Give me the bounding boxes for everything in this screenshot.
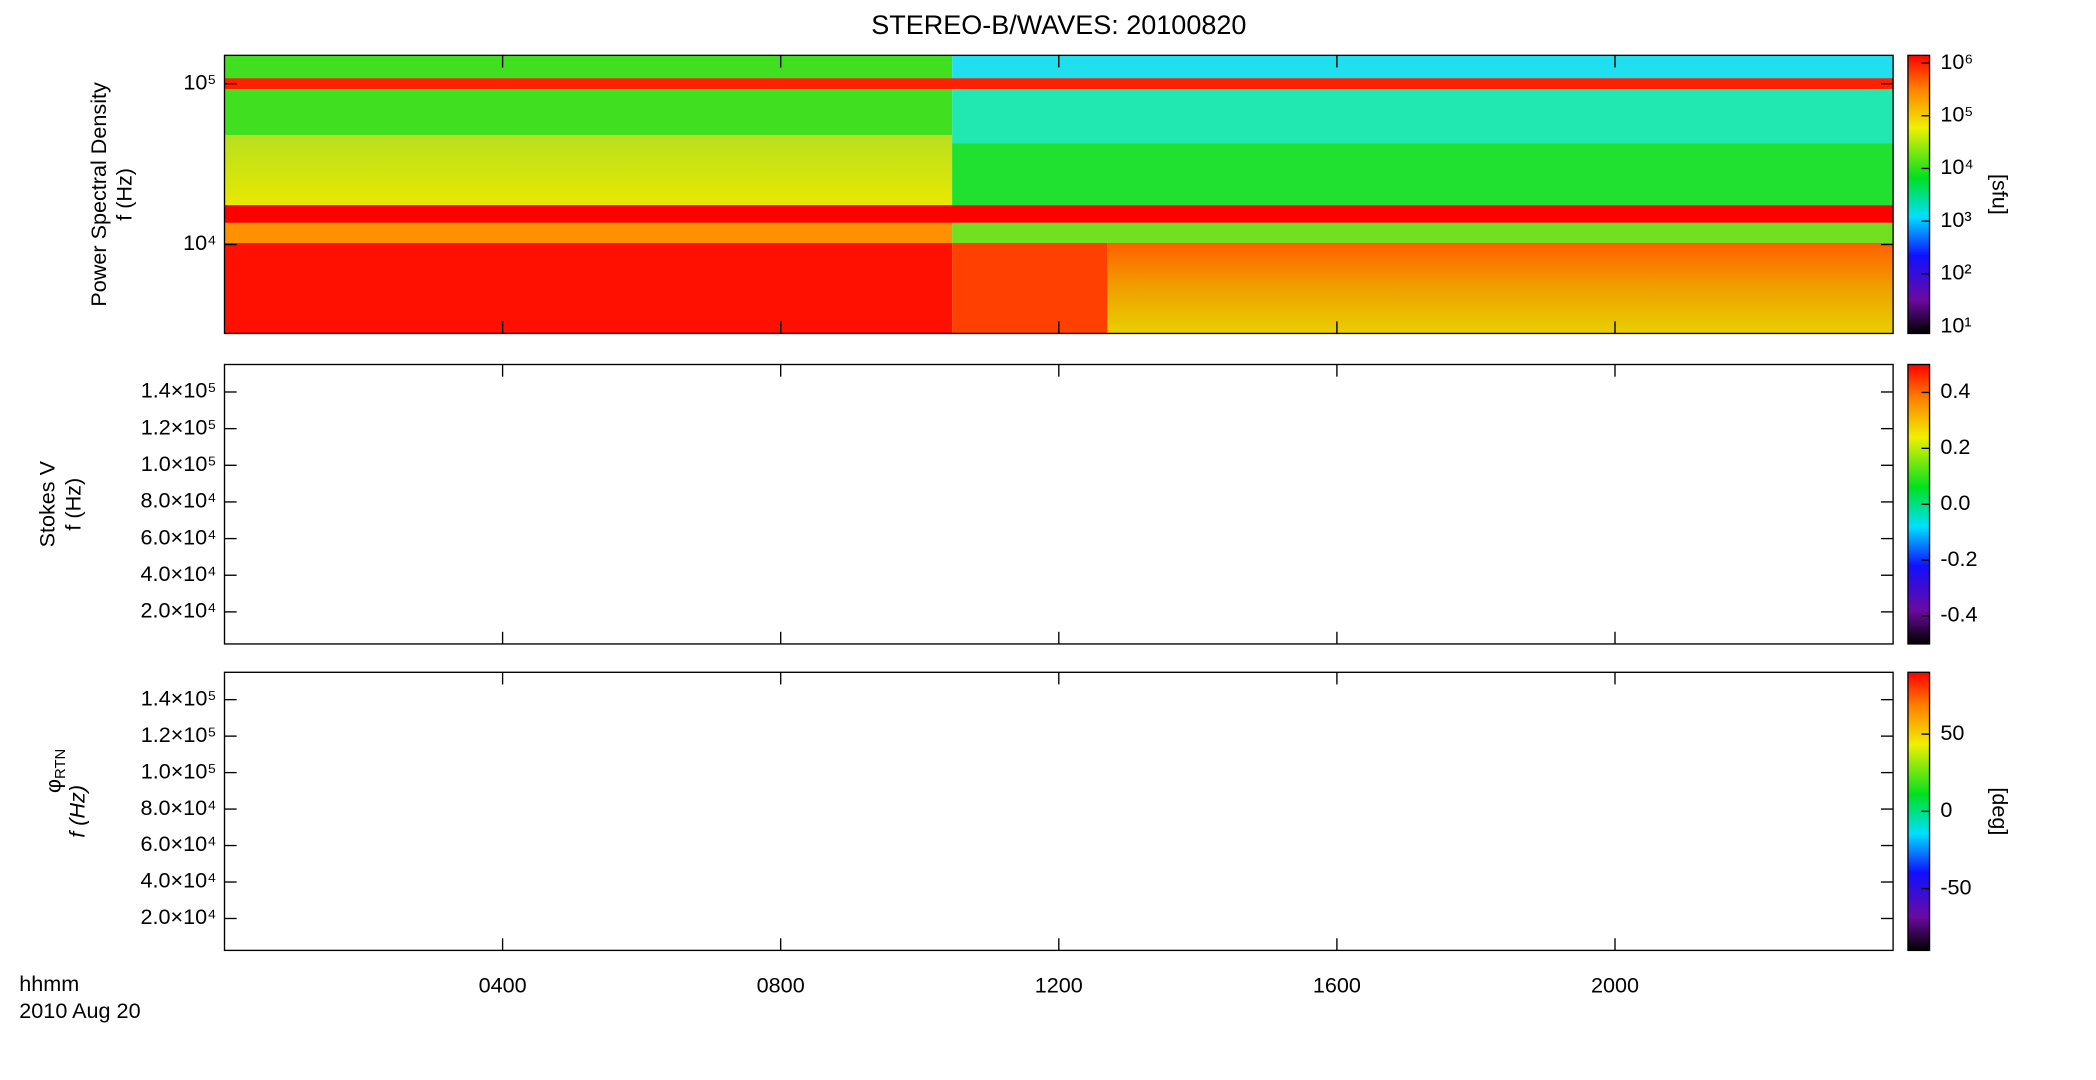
- plot-frame: [223, 363, 1894, 645]
- y-tick-label: 8.0×10⁴: [140, 795, 216, 820]
- y-tick-label: 10⁴: [183, 230, 216, 255]
- time-unit-label: hhmm: [19, 971, 79, 996]
- x-tick-label: 1600: [1313, 973, 1361, 998]
- y-axis-label: φRTN: [40, 749, 69, 793]
- colorbar-tick-label: 10²: [1940, 260, 1971, 285]
- y-tick-label: 10⁵: [183, 69, 216, 94]
- y-tick-label: 4.0×10⁴: [140, 868, 216, 893]
- y-tick-label: 1.4×10⁵: [141, 378, 217, 403]
- y-tick-label: 1.4×10⁵: [141, 685, 217, 710]
- colorbar-tick-label: 10¹: [1940, 312, 1971, 337]
- colorbar-tick-label: 10⁶: [1940, 49, 1973, 74]
- colorbar-tick-label: 10⁵: [1940, 101, 1973, 126]
- y-axis-label: Power Spectral Density: [86, 82, 111, 307]
- x-tick-label: 0400: [479, 973, 527, 998]
- y-tick-label: 6.0×10⁴: [140, 831, 216, 856]
- x-tick-label: 2000: [1591, 973, 1639, 998]
- colorbar-tick-label: 0: [1940, 797, 1952, 822]
- colorbar-tick-label: -0.4: [1940, 602, 1977, 627]
- colorbar-tick-label: 50: [1940, 720, 1964, 745]
- y-tick-label: 1.2×10⁵: [141, 414, 217, 439]
- x-tick-label: 1200: [1035, 973, 1083, 998]
- colorbar-tick-label: 0.4: [1940, 378, 1970, 403]
- colorbar-tick-label: -0.2: [1940, 546, 1977, 571]
- spectrogram: [224, 55, 1894, 334]
- y-axis-label: Stokes V: [35, 460, 60, 547]
- y-tick-label: 1.2×10⁵: [141, 722, 217, 747]
- colorbar-tick-label: 10³: [1940, 207, 1971, 232]
- colorbar-tick-label: 0.0: [1940, 490, 1970, 515]
- y-tick-label: 1.0×10⁵: [141, 451, 217, 476]
- chart-title: STEREO-B/WAVES: 20100820: [871, 10, 1246, 40]
- plot-frame: [223, 671, 1894, 952]
- y-tick-label: 8.0×10⁴: [140, 488, 216, 513]
- y-tick-label: 1.0×10⁵: [141, 758, 217, 783]
- y-tick-label: 2.0×10⁴: [140, 598, 216, 623]
- y-tick-label: 6.0×10⁴: [140, 524, 216, 549]
- colorbar-tick-label: -50: [1940, 874, 1971, 899]
- date-label: 2010 Aug 20: [19, 998, 140, 1023]
- colorbar-label: [deg]: [1988, 787, 2013, 835]
- colorbar: [1907, 54, 1931, 335]
- y-label-symbol: φ: [40, 779, 65, 793]
- colorbar-label: [sfu]: [1988, 174, 2013, 215]
- y-axis-label: f (Hz): [60, 478, 85, 531]
- colorbar-tick-label: 10⁴: [1940, 154, 1973, 179]
- colorbar-tick-label: 0.2: [1940, 434, 1970, 459]
- y-axis-label: f (Hz): [64, 785, 89, 838]
- y-axis-label: f (Hz): [112, 168, 137, 221]
- y-tick-label: 4.0×10⁴: [140, 561, 216, 586]
- x-tick-label: 0800: [757, 973, 805, 998]
- y-tick-label: 2.0×10⁴: [140, 904, 216, 929]
- y-label-subscript: RTN: [53, 749, 69, 779]
